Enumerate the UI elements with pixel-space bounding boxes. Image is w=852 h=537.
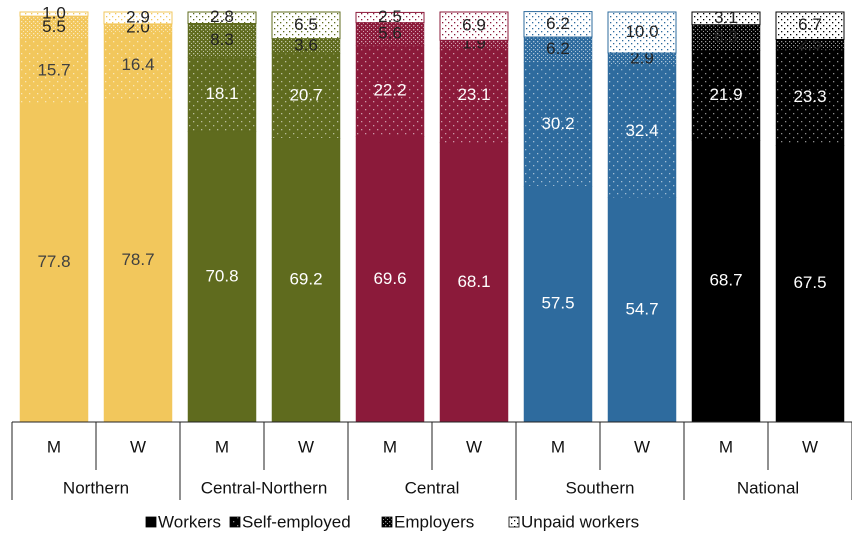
x-tick-label: W [298, 437, 314, 456]
data-label: 32.4 [625, 121, 658, 140]
x-tick-label: M [719, 437, 733, 456]
bar-segment [271, 138, 341, 423]
bar-segment [271, 11, 341, 40]
data-label: 69.2 [289, 270, 322, 289]
data-label: 3.6 [294, 36, 318, 55]
data-label: 1.0 [42, 4, 66, 23]
bar-segment [187, 23, 257, 58]
bar-segment [691, 11, 761, 26]
data-label: 23.1 [457, 85, 490, 104]
bar-segment [607, 64, 677, 198]
data-label: 69.6 [373, 269, 406, 288]
data-label: 20.7 [289, 85, 322, 104]
bar-segment [607, 197, 677, 423]
data-label: 15.7 [37, 60, 70, 79]
bar-segment [187, 11, 257, 24]
bar-segment [19, 38, 89, 104]
legend-swatch [381, 516, 393, 528]
x-tick-label: M [215, 437, 229, 456]
legend-label: Workers [158, 512, 221, 531]
x-tick-label: W [130, 437, 146, 456]
group-label: Central [405, 478, 460, 497]
data-label: 3.1 [714, 8, 738, 27]
bar-segment [187, 57, 257, 132]
data-label: 18.1 [205, 84, 238, 103]
data-label: 5.5 [42, 17, 66, 36]
legend-label: Unpaid workers [521, 512, 639, 531]
data-label: 16.4 [121, 55, 154, 74]
legend-swatch [508, 516, 520, 528]
bar-segment [355, 11, 425, 24]
bar-segment [355, 45, 425, 137]
bar-segment [775, 11, 845, 40]
data-label: 6.9 [462, 16, 486, 35]
data-label: 67.5 [793, 273, 826, 292]
data-label: 6.2 [546, 39, 570, 58]
bar-segment [187, 131, 257, 423]
bar-segment [691, 24, 761, 51]
bar-segment [103, 11, 173, 25]
x-tick-label: M [47, 437, 61, 456]
bar-segment [439, 142, 509, 423]
data-label: 30.2 [541, 114, 574, 133]
data-label: 6.2 [546, 14, 570, 33]
bar-segment [523, 62, 593, 187]
data-label: 2.9 [126, 7, 150, 26]
data-label: 77.8 [37, 252, 70, 271]
data-label: 6.7 [798, 15, 822, 34]
data-label: 70.8 [205, 266, 238, 285]
data-label: 2.5 [378, 7, 402, 26]
data-label: 23.3 [793, 87, 826, 106]
data-label: 6.3 [714, 27, 738, 46]
x-tick-label: W [634, 437, 650, 456]
bar-segment [103, 99, 173, 423]
bar-segment [271, 53, 341, 139]
x-tick-label: M [383, 437, 397, 456]
data-label: 68.7 [709, 271, 742, 290]
data-label: 10.0 [625, 22, 658, 41]
group-label: Southern [566, 478, 635, 497]
bar-segment [439, 11, 509, 41]
data-label: 21.9 [709, 85, 742, 104]
bar-segment [19, 102, 89, 423]
bar-segment [691, 140, 761, 423]
data-label: 68.1 [457, 272, 490, 291]
bar-segment [439, 47, 509, 144]
x-tick-label: W [802, 437, 818, 456]
data-label: 78.7 [121, 250, 154, 269]
x-tick-label: W [466, 437, 482, 456]
legend-label: Self-employed [242, 512, 351, 531]
legend-swatch [229, 516, 241, 528]
data-label: 8.3 [210, 30, 234, 49]
group-label: Central-Northern [201, 478, 328, 497]
data-label: 54.7 [625, 299, 658, 318]
data-label: 22.2 [373, 81, 406, 100]
bar-segment [607, 11, 677, 54]
data-label: 5.6 [378, 24, 402, 43]
bar-segment [355, 136, 425, 423]
bar-segment [775, 145, 845, 423]
group-label: National [737, 478, 799, 497]
bar-segment [523, 11, 593, 38]
legend-label: Employers [394, 512, 474, 531]
x-tick-label: M [551, 437, 565, 456]
bar-segment [103, 31, 173, 100]
data-label: 2.8 [210, 7, 234, 26]
group-label: Northern [63, 478, 129, 497]
data-label: 57.5 [541, 294, 574, 313]
bar-segment [19, 11, 89, 17]
legend-swatch [145, 516, 157, 528]
data-label: 6.5 [294, 15, 318, 34]
